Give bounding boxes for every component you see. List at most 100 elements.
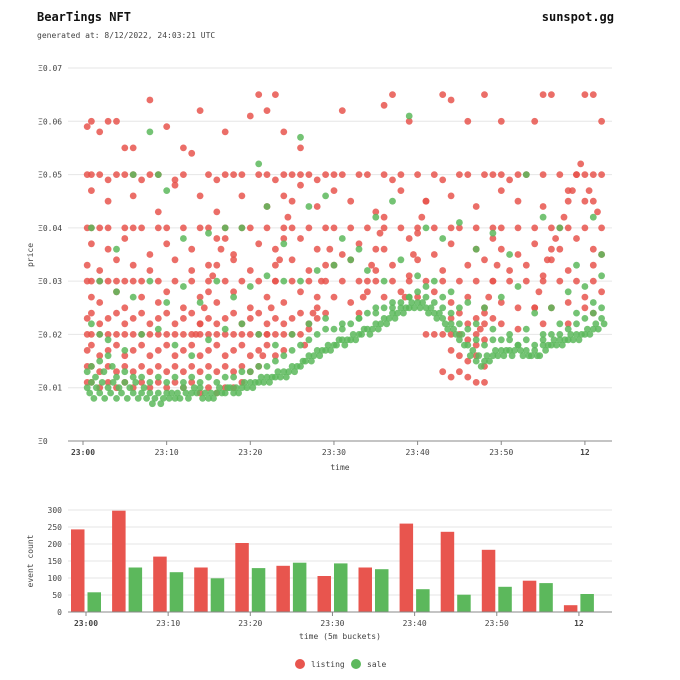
listing-point xyxy=(297,288,304,296)
sale-point xyxy=(132,379,140,386)
scatter-x-tick-label: 23:30 xyxy=(322,448,346,457)
listing-point xyxy=(573,235,580,242)
listing-point xyxy=(313,176,321,184)
sale-point xyxy=(196,299,204,306)
sale-point xyxy=(548,331,555,338)
sale-point xyxy=(107,389,114,397)
listing-point xyxy=(581,171,589,179)
sale-point xyxy=(514,341,522,349)
legend-item-listing[interactable]: listing xyxy=(295,659,345,669)
listing-point xyxy=(581,91,589,98)
sale-point xyxy=(564,336,572,344)
listing-point xyxy=(573,171,580,179)
listing-point xyxy=(272,331,279,338)
listing-point xyxy=(88,240,95,248)
listing-point xyxy=(96,299,104,306)
listing-point xyxy=(180,315,187,322)
listing-point xyxy=(405,272,413,280)
listing-point xyxy=(154,363,162,370)
sale-point xyxy=(88,224,95,232)
sale-point xyxy=(213,379,221,386)
sale-point xyxy=(193,389,201,397)
sale-point xyxy=(163,187,171,195)
listing-point xyxy=(514,325,522,333)
listing-point xyxy=(171,379,179,386)
sale-bar xyxy=(292,562,307,612)
listing-point xyxy=(230,368,238,376)
listing-point xyxy=(180,144,187,152)
sale-point xyxy=(380,315,388,322)
sale-point xyxy=(291,368,298,376)
sale-point xyxy=(584,325,591,333)
listing-point xyxy=(113,117,120,125)
sale-point xyxy=(205,373,212,381)
listing-point xyxy=(414,256,421,264)
sale-point xyxy=(456,304,463,312)
listing-point xyxy=(364,288,371,296)
sale-point xyxy=(280,277,288,285)
listing-point xyxy=(171,181,179,189)
sale-point xyxy=(456,320,463,328)
sale-point xyxy=(598,272,605,280)
listing-point xyxy=(389,176,396,184)
sale-point xyxy=(322,325,329,333)
listing-point xyxy=(397,187,405,195)
sale-point xyxy=(598,304,605,312)
listing-point xyxy=(556,245,564,253)
sale-point xyxy=(550,336,558,344)
listing-point xyxy=(213,341,221,349)
sale-point xyxy=(389,197,396,205)
sale-point xyxy=(366,331,374,338)
sale-point xyxy=(163,379,171,386)
sale-point xyxy=(472,336,480,344)
listing-point xyxy=(489,315,497,322)
sale-point xyxy=(93,384,100,392)
listing-point xyxy=(456,277,463,285)
sale-point xyxy=(581,315,589,322)
site-name[interactable]: sunspot.gg xyxy=(541,10,614,24)
listing-point xyxy=(313,293,321,301)
sale-point xyxy=(508,352,516,360)
legend-item-sale[interactable]: sale xyxy=(351,659,386,669)
listing-point xyxy=(205,384,212,392)
listing-point xyxy=(564,267,572,274)
listing-point xyxy=(121,304,129,312)
listing-point xyxy=(313,245,321,253)
sale-point xyxy=(129,389,137,397)
sale-point xyxy=(182,389,190,397)
listing-point xyxy=(447,331,455,338)
listing-point xyxy=(154,379,162,386)
sale-point xyxy=(121,347,129,354)
sale-point xyxy=(88,363,95,370)
scatter-x-tick-label: 23:40 xyxy=(406,448,430,457)
listing-point xyxy=(88,277,95,285)
sale-point xyxy=(564,288,572,296)
listing-point xyxy=(121,331,129,338)
listing-point xyxy=(209,272,217,280)
sale-point xyxy=(347,336,355,344)
sale-point xyxy=(246,379,254,386)
listing-point xyxy=(138,293,146,301)
listing-point xyxy=(464,320,472,328)
listing-point xyxy=(347,197,355,205)
listing-point xyxy=(129,192,137,200)
sale-point xyxy=(163,299,171,306)
listing-point xyxy=(380,245,388,253)
sale-point xyxy=(129,373,137,381)
sale-point xyxy=(447,288,455,296)
listing-point xyxy=(522,277,530,285)
listing-point xyxy=(196,293,204,301)
listing-point xyxy=(205,224,212,232)
sale-point xyxy=(548,304,555,312)
sale-point xyxy=(123,395,131,402)
listing-point xyxy=(447,192,455,200)
listing-point xyxy=(414,293,421,301)
listing-point xyxy=(146,384,154,392)
listing-point xyxy=(171,277,179,285)
sale-point xyxy=(419,299,426,306)
sale-point xyxy=(333,341,340,349)
listing-point xyxy=(238,341,246,349)
listing-point xyxy=(221,315,229,322)
listing-point xyxy=(180,304,187,312)
sale-point xyxy=(138,389,146,397)
